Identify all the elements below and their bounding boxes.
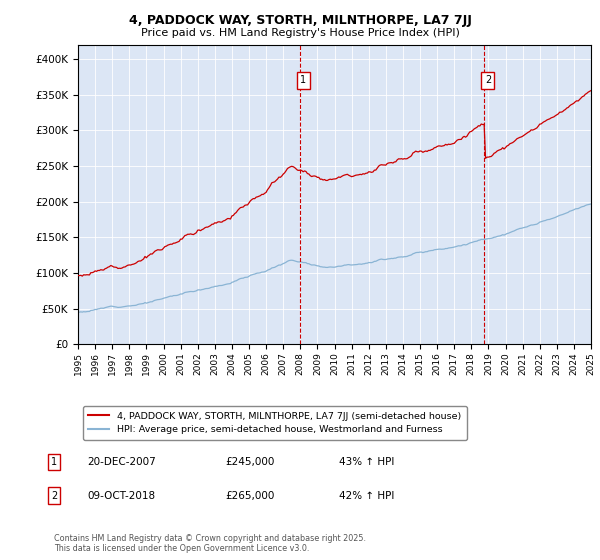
- Text: £245,000: £245,000: [225, 457, 274, 467]
- Text: Contains HM Land Registry data © Crown copyright and database right 2025.
This d: Contains HM Land Registry data © Crown c…: [54, 534, 366, 553]
- Legend: 4, PADDOCK WAY, STORTH, MILNTHORPE, LA7 7JJ (semi-detached house), HPI: Average : 4, PADDOCK WAY, STORTH, MILNTHORPE, LA7 …: [83, 406, 467, 440]
- Text: 1: 1: [300, 76, 306, 86]
- Text: 09-OCT-2018: 09-OCT-2018: [87, 491, 155, 501]
- Text: 20-DEC-2007: 20-DEC-2007: [87, 457, 156, 467]
- Text: 42% ↑ HPI: 42% ↑ HPI: [339, 491, 394, 501]
- Text: 2: 2: [485, 76, 491, 86]
- Text: 43% ↑ HPI: 43% ↑ HPI: [339, 457, 394, 467]
- Text: 2: 2: [51, 491, 57, 501]
- Text: 4, PADDOCK WAY, STORTH, MILNTHORPE, LA7 7JJ: 4, PADDOCK WAY, STORTH, MILNTHORPE, LA7 …: [128, 14, 472, 27]
- Text: Price paid vs. HM Land Registry's House Price Index (HPI): Price paid vs. HM Land Registry's House …: [140, 28, 460, 38]
- Text: 1: 1: [51, 457, 57, 467]
- Text: £265,000: £265,000: [225, 491, 274, 501]
